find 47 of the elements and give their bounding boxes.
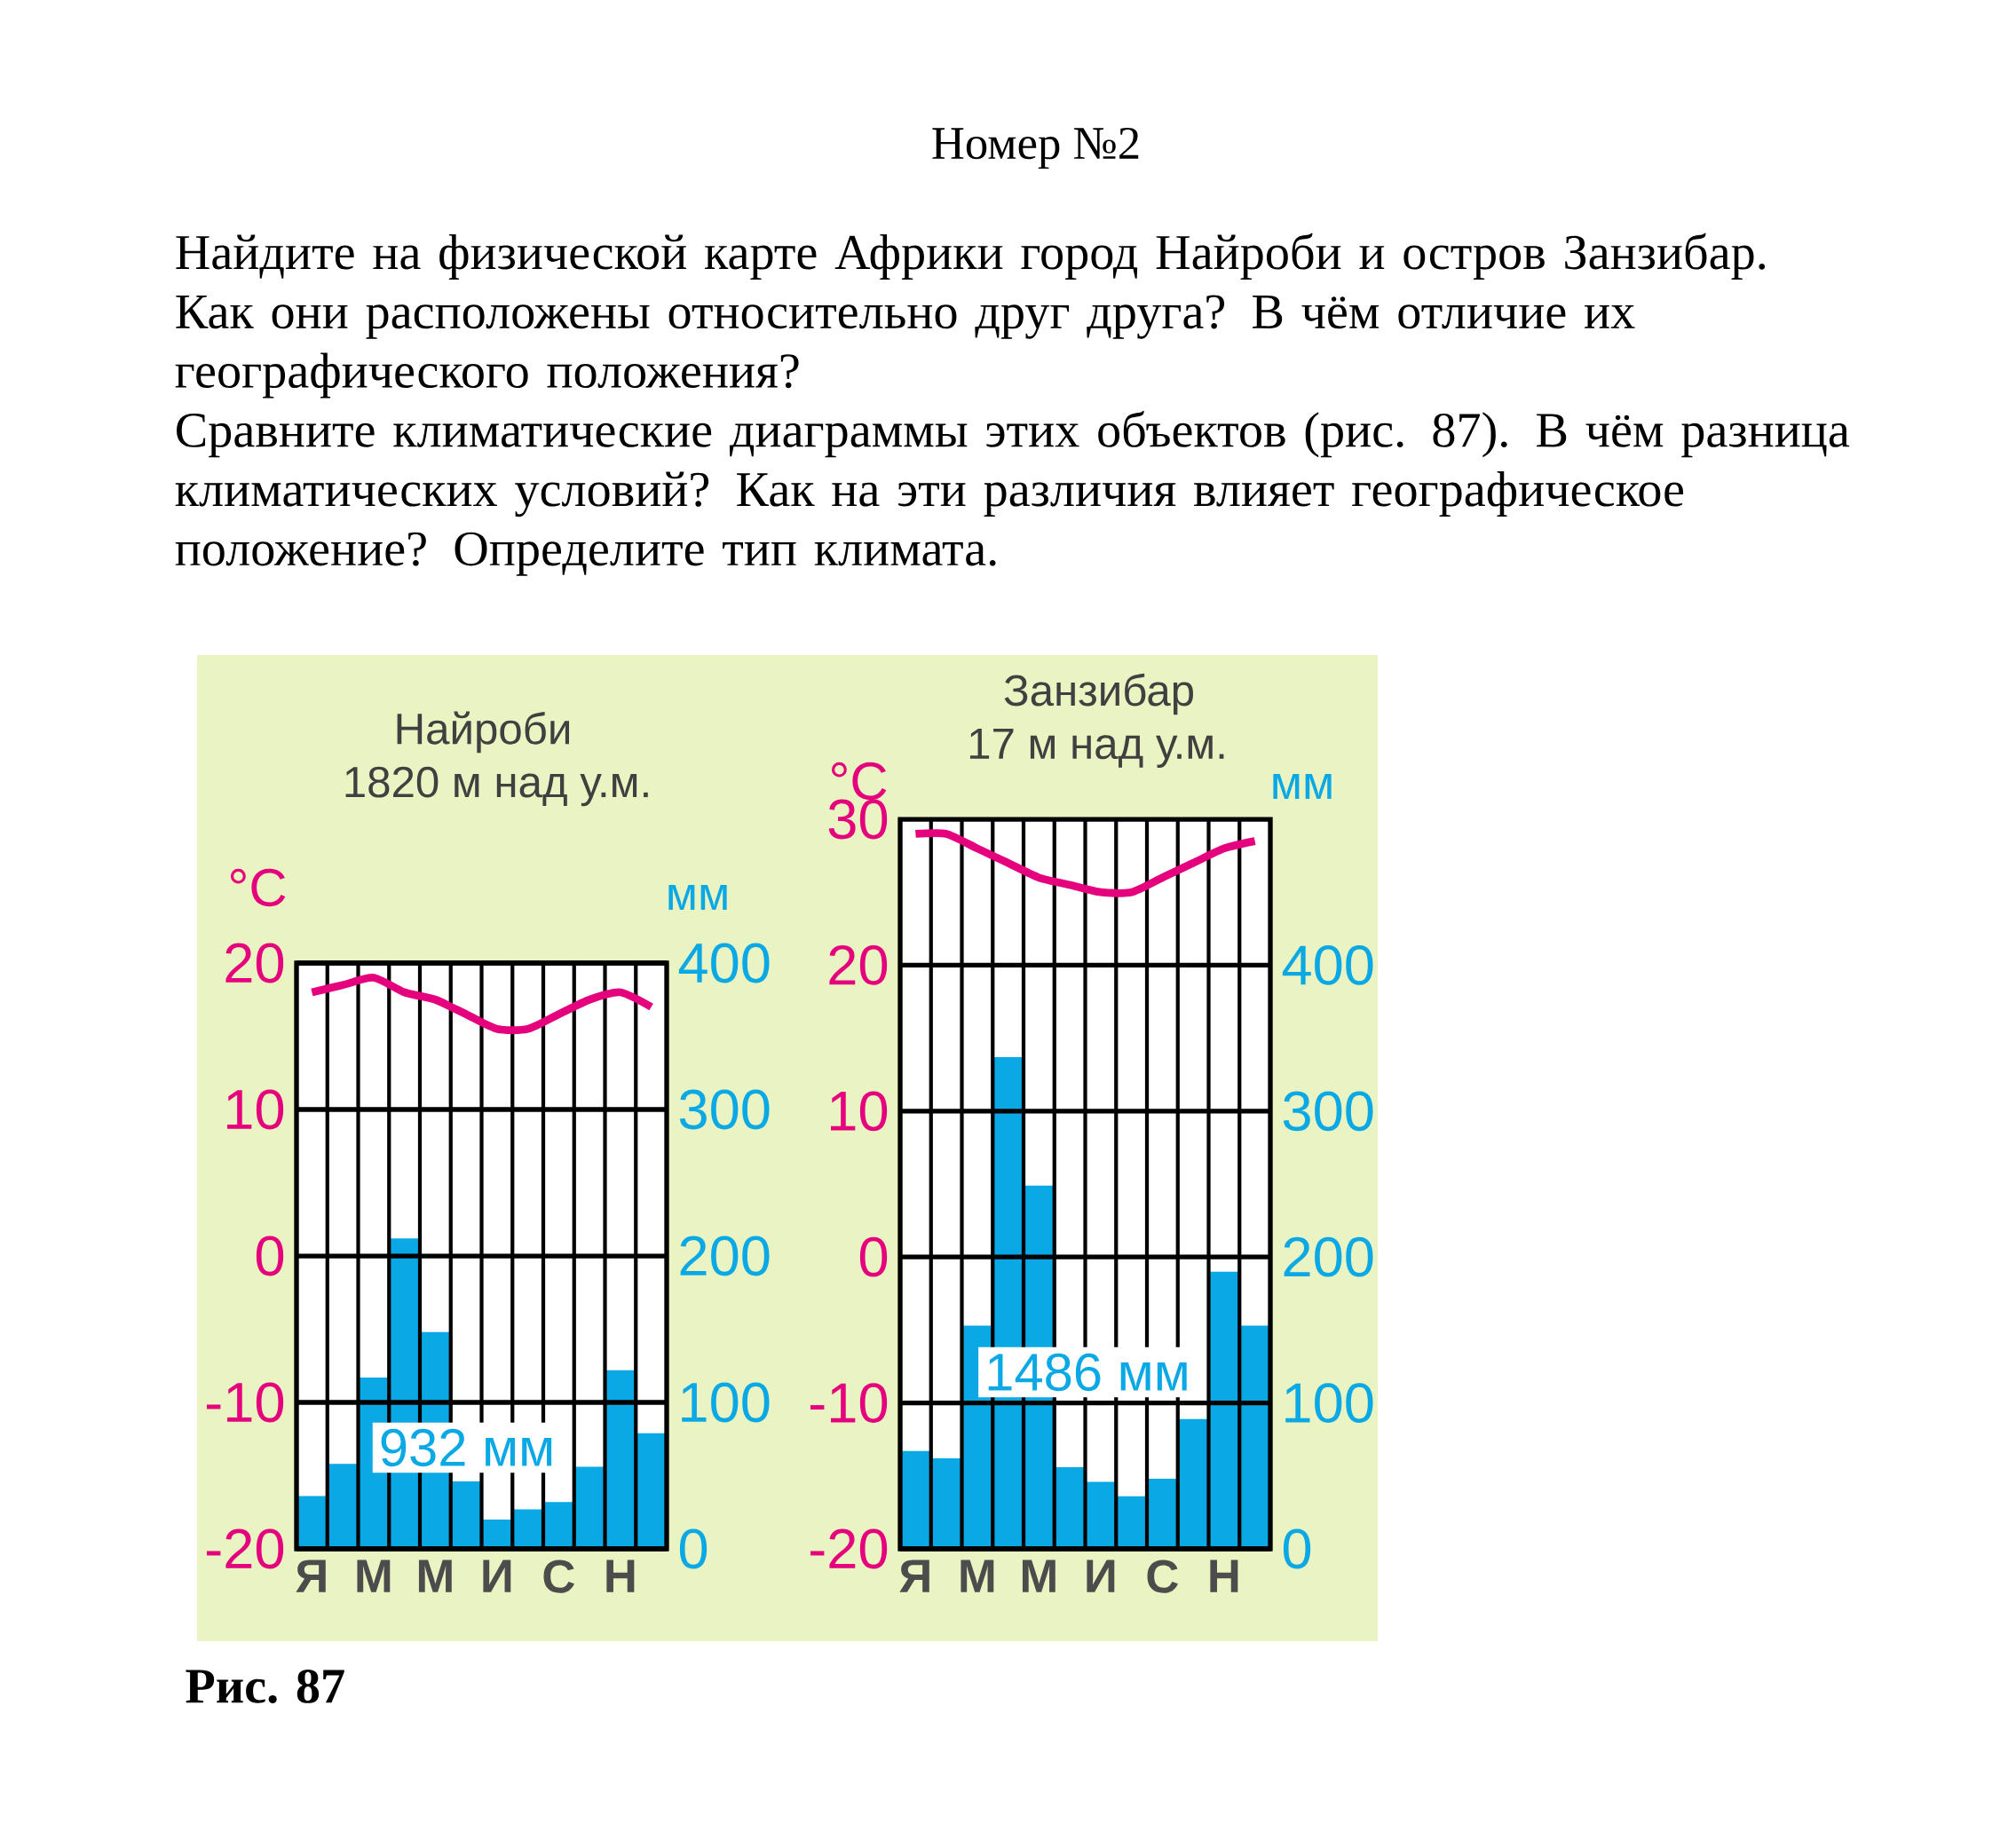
- y-tick-label: 10: [831, 1091, 888, 1132]
- x-tick-label: М: [357, 1559, 391, 1592]
- text: Найдите на физической карте Африки город Найроби и остров Занзибар. Как они расположены относительно друг друга? В чём отличие их географического положения?: [175, 233, 1766, 399]
- y2-tick-label: 400: [1282, 944, 1373, 985]
- text: Сравните климатические диаграммы этих объектов (рис. 87). В чём разница климатических условий? Как на эти различия влияет географическое положение? Определите тип климата.: [175, 411, 1850, 576]
- x-tick-label: М: [418, 1559, 452, 1592]
- x-tick-label: Я: [899, 1559, 929, 1592]
- y2-tick-label: 100: [1285, 1383, 1373, 1423]
- x-tick-label: С: [1147, 1559, 1178, 1593]
- y2-tick-label: 300: [1283, 1091, 1373, 1132]
- y-tick-label: 10: [227, 1089, 284, 1130]
- chart-subtitle: 1820 м над у.м.: [345, 766, 648, 807]
- y-tick-label: 30: [828, 799, 888, 840]
- y2-tick-label: 100: [682, 1382, 770, 1423]
- y-axis-title: °C: [231, 868, 286, 907]
- chart-subtitle: 17 м над у.м.: [969, 728, 1224, 769]
- annotation: 1486 мм: [988, 1353, 1187, 1392]
- x-tick-label: М: [961, 1559, 994, 1592]
- y-axis-title: °C: [832, 762, 887, 801]
- x-tick-label: И: [1087, 1559, 1115, 1592]
- y2-tick-label: 200: [680, 1236, 770, 1276]
- y2-axis-title: мм: [668, 885, 727, 910]
- chart-title: Найроби: [397, 711, 569, 754]
- y-tick-label: -10: [206, 1382, 284, 1423]
- text: Рис. 87: [186, 1669, 344, 1704]
- y2-tick-label: 0: [679, 1528, 708, 1569]
- y-tick-label: -10: [810, 1383, 888, 1423]
- y-tick-label: 0: [256, 1236, 284, 1276]
- y-tick-label: 0: [859, 1236, 888, 1277]
- y-tick-label: -20: [810, 1528, 888, 1569]
- y2-tick-label: 200: [1284, 1236, 1373, 1277]
- y2-tick-label: 0: [1283, 1528, 1311, 1569]
- y-tick-label: 20: [829, 944, 888, 985]
- x-tick-label: Н: [606, 1559, 635, 1592]
- y2-axis-title: мм: [1273, 774, 1332, 799]
- y-tick-label: 20: [225, 943, 284, 983]
- x-tick-label: И: [483, 1559, 511, 1592]
- y2-tick-label: 400: [678, 943, 770, 983]
- x-tick-label: Н: [1210, 1559, 1238, 1592]
- x-tick-label: Я: [296, 1559, 326, 1592]
- y2-tick-label: 300: [679, 1089, 770, 1130]
- x-tick-label: С: [543, 1559, 574, 1593]
- x-tick-label: М: [1022, 1559, 1055, 1592]
- y-tick-label: -20: [206, 1528, 284, 1569]
- chart-title: Занзибар: [1004, 673, 1194, 715]
- text: Номер №2: [932, 127, 1139, 170]
- annotation: 932 мм: [381, 1428, 552, 1467]
